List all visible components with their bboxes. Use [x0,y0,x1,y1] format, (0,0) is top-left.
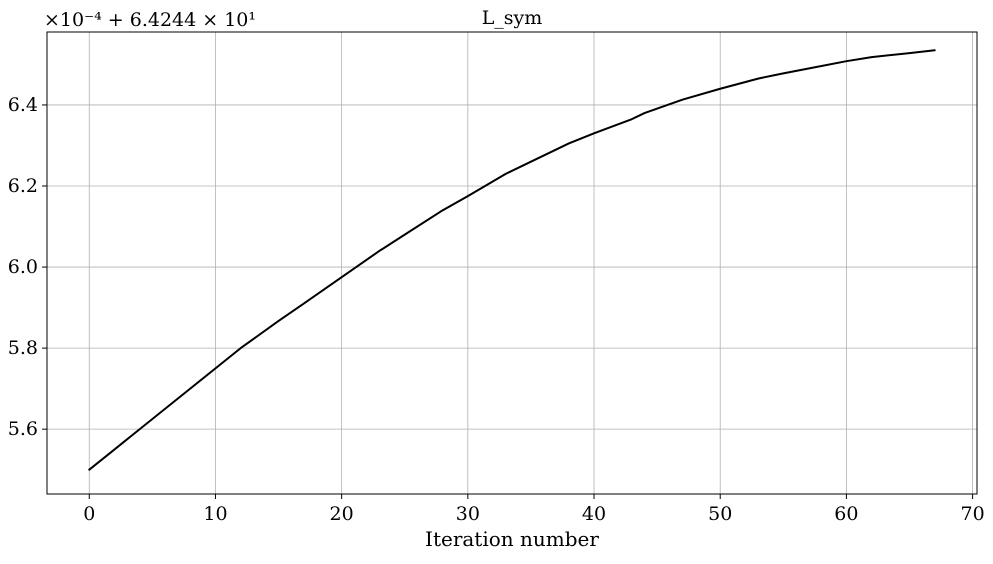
y-tick-label: 5.6 [8,418,38,440]
grid [47,32,977,494]
y-tick-label: 6.2 [8,175,38,197]
x-tick-label: 20 [330,503,354,525]
x-tick-label: 0 [83,503,95,525]
x-tick-label: 50 [708,503,732,525]
x-tick-label: 70 [960,503,984,525]
series-layer [88,49,936,471]
x-tick-label: 30 [456,503,480,525]
plot-frame [46,31,978,495]
series-line [88,49,936,471]
y-tick-label: 6.0 [8,256,38,278]
x-tick-label: 60 [834,503,858,525]
y-tick-label: 5.8 [8,337,38,359]
y-tick-label: 6.4 [8,94,38,116]
chart-title: L_sym [482,7,543,29]
x-tick-label: 10 [203,503,227,525]
ticks: 0 10 20 30 40 50 60 70 5.6 5.8 6.0 6.2 6.4 [8,94,985,525]
x-tick-label: 40 [582,503,606,525]
x-axis-label: Iteration number [425,527,599,551]
y-axis-offset-label: ×10⁻⁴ + 6.4244 × 10¹ [44,9,256,31]
